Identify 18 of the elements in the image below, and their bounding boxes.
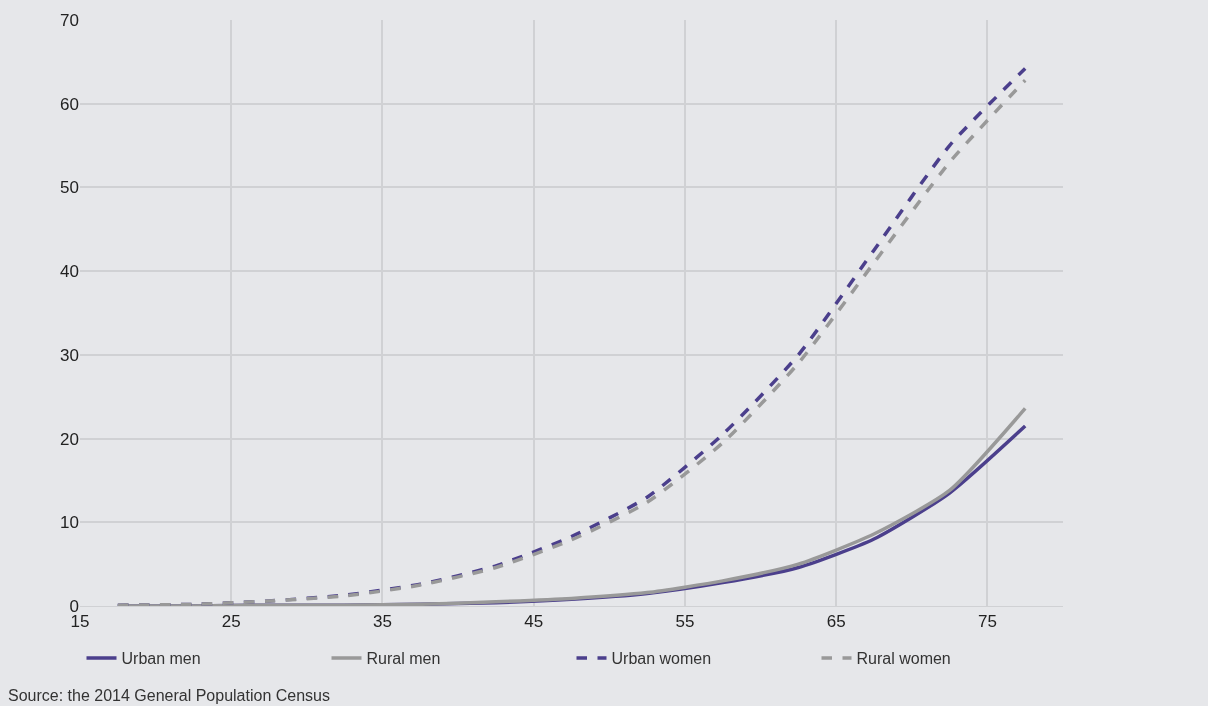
x-tick-label: 25 <box>221 612 241 632</box>
source-note: Source: the 2014 General Population Census <box>8 687 330 704</box>
y-tick-label: 60 <box>60 94 79 114</box>
x-tick-label: 35 <box>373 612 392 632</box>
y-tick-label: 10 <box>60 513 79 533</box>
legend-label: Urban women <box>611 650 712 668</box>
legend-label: Urban men <box>121 650 201 668</box>
y-tick-label: 20 <box>60 429 79 449</box>
legend-label: Rural men <box>366 650 441 668</box>
y-tick-label: 40 <box>60 262 79 282</box>
y-tick-label: 50 <box>60 178 79 198</box>
y-tick-label: 30 <box>60 345 79 365</box>
x-tick-label: 65 <box>826 612 846 632</box>
x-tick-label: 75 <box>977 612 997 632</box>
x-tick-label: 55 <box>675 612 695 632</box>
legend-label: Rural women <box>856 650 951 668</box>
x-tick-label: 45 <box>524 612 544 632</box>
y-tick-label: 70 <box>60 10 79 30</box>
